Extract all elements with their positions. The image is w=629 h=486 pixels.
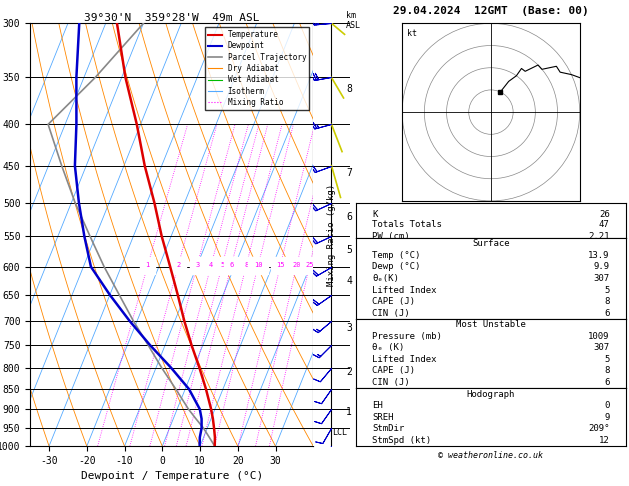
Text: CIN (J): CIN (J) — [372, 378, 410, 387]
Text: 8: 8 — [244, 262, 248, 268]
Text: 4: 4 — [209, 262, 213, 268]
Text: Most Unstable: Most Unstable — [456, 320, 526, 329]
Text: CIN (J): CIN (J) — [372, 309, 410, 318]
Text: Surface: Surface — [472, 239, 509, 248]
Text: 6: 6 — [604, 378, 610, 387]
Text: 26: 26 — [599, 209, 610, 219]
Text: StmDir: StmDir — [372, 424, 404, 434]
Text: 5: 5 — [346, 245, 352, 255]
Text: 8: 8 — [604, 366, 610, 376]
Text: CAPE (J): CAPE (J) — [372, 297, 415, 306]
Text: 2: 2 — [176, 262, 181, 268]
Text: K: K — [372, 209, 377, 219]
Text: 3: 3 — [195, 262, 199, 268]
Text: 8: 8 — [604, 297, 610, 306]
Text: 209°: 209° — [588, 424, 610, 434]
Text: θₑ(K): θₑ(K) — [372, 274, 399, 283]
Text: StmSpd (kt): StmSpd (kt) — [372, 436, 431, 445]
Text: 4: 4 — [346, 276, 352, 286]
Text: 6: 6 — [346, 212, 352, 222]
Text: 1009: 1009 — [588, 332, 610, 341]
Text: PW (cm): PW (cm) — [372, 232, 410, 241]
Text: Mixing Ratio (g/kg): Mixing Ratio (g/kg) — [327, 184, 336, 286]
Text: 6: 6 — [604, 309, 610, 318]
Text: 29.04.2024  12GMT  (Base: 00): 29.04.2024 12GMT (Base: 00) — [393, 6, 589, 16]
Text: 6: 6 — [229, 262, 233, 268]
Text: 7: 7 — [346, 168, 352, 178]
Text: 12: 12 — [599, 436, 610, 445]
Text: SREH: SREH — [372, 413, 394, 422]
Text: © weatheronline.co.uk: © weatheronline.co.uk — [438, 451, 543, 460]
Legend: Temperature, Dewpoint, Parcel Trajectory, Dry Adiabat, Wet Adiabat, Isotherm, Mi: Temperature, Dewpoint, Parcel Trajectory… — [205, 27, 309, 110]
Text: Dewp (°C): Dewp (°C) — [372, 262, 421, 272]
Text: 9.9: 9.9 — [594, 262, 610, 272]
Text: Lifted Index: Lifted Index — [372, 355, 437, 364]
Text: km
ASL: km ASL — [346, 11, 361, 30]
Text: 307: 307 — [594, 274, 610, 283]
Text: 3: 3 — [346, 323, 352, 333]
Title: 39°30'N  359°28'W  49m ASL: 39°30'N 359°28'W 49m ASL — [84, 13, 260, 22]
Text: Lifted Index: Lifted Index — [372, 286, 437, 295]
Text: 8: 8 — [346, 84, 352, 94]
Text: 47: 47 — [599, 220, 610, 229]
Text: 0: 0 — [604, 401, 610, 410]
Text: 13.9: 13.9 — [588, 251, 610, 260]
Text: 15: 15 — [276, 262, 285, 268]
Text: 5: 5 — [220, 262, 225, 268]
Text: 5: 5 — [604, 286, 610, 295]
Text: Hodograph: Hodograph — [467, 390, 515, 399]
Text: LCL: LCL — [332, 428, 347, 437]
Text: 2: 2 — [346, 367, 352, 377]
Text: Totals Totals: Totals Totals — [372, 220, 442, 229]
Text: 1: 1 — [346, 407, 352, 417]
Text: 20: 20 — [292, 262, 301, 268]
Text: kt: kt — [408, 29, 418, 37]
Text: CAPE (J): CAPE (J) — [372, 366, 415, 376]
Text: Pressure (mb): Pressure (mb) — [372, 332, 442, 341]
Text: 2.21: 2.21 — [588, 232, 610, 241]
Text: 307: 307 — [594, 344, 610, 352]
Text: Temp (°C): Temp (°C) — [372, 251, 421, 260]
Text: 10: 10 — [254, 262, 262, 268]
Text: 25: 25 — [306, 262, 314, 268]
Text: θₑ (K): θₑ (K) — [372, 344, 404, 352]
Text: 5: 5 — [604, 355, 610, 364]
Text: EH: EH — [372, 401, 383, 410]
Text: 9: 9 — [604, 413, 610, 422]
X-axis label: Dewpoint / Temperature (°C): Dewpoint / Temperature (°C) — [81, 471, 263, 482]
Text: 1: 1 — [146, 262, 150, 268]
